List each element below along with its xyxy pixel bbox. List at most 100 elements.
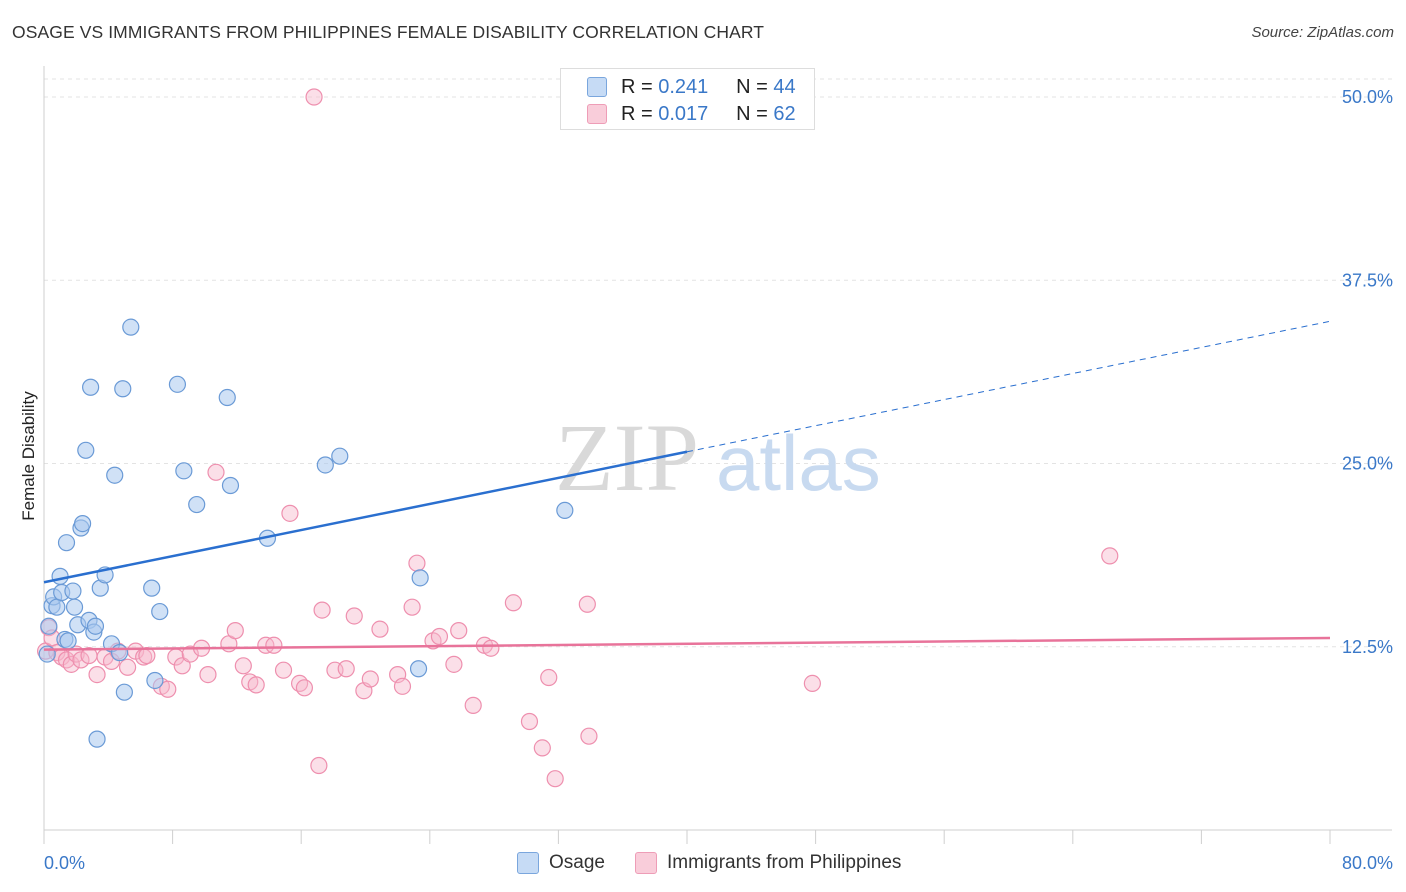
- data-point-philippines: [337, 660, 355, 678]
- data-point-philippines: [361, 670, 379, 688]
- data-point-osage: [115, 683, 133, 701]
- data-point-osage: [556, 501, 574, 520]
- data-point-osage: [77, 441, 95, 459]
- data-point-philippines: [72, 651, 90, 669]
- legend-row-osage: R = 0.241 N = 44: [587, 75, 796, 99]
- data-point-osage: [73, 515, 92, 533]
- data-point-philippines: [408, 554, 426, 572]
- data-point-philippines: [345, 607, 363, 625]
- legend-item-osage: Osage: [517, 852, 605, 874]
- chart-source: Source: ZipAtlas.com: [1251, 24, 1394, 41]
- data-point-osage: [146, 671, 164, 690]
- data-point-philippines: [482, 639, 500, 657]
- data-point-osage: [316, 456, 334, 474]
- data-point-philippines: [546, 770, 564, 788]
- data-point-philippines: [371, 620, 389, 638]
- data-point-philippines: [313, 601, 331, 619]
- data-point-philippines: [533, 739, 551, 757]
- legend-osage-label: Osage: [549, 852, 605, 873]
- chart-title: OSAGE VS IMMIGRANTS FROM PHILIPPINES FEM…: [12, 22, 765, 42]
- data-point-osage: [409, 660, 428, 678]
- philippines-swatch: [587, 104, 607, 124]
- data-point-osage: [51, 567, 69, 585]
- data-point-osage: [151, 602, 169, 621]
- data-point-philippines: [234, 657, 252, 675]
- y-tick-label: 50.0%: [1342, 87, 1393, 107]
- legend-r-label: R =: [621, 102, 653, 125]
- data-point-osage: [40, 617, 58, 635]
- watermark-atlas: atlas: [716, 419, 881, 507]
- legend-phil-n: 62: [773, 102, 796, 125]
- data-point-osage: [64, 582, 82, 600]
- trend-line-osage-extension: [686, 320, 1331, 453]
- data-point-osage: [168, 375, 187, 393]
- data-point-philippines: [199, 666, 217, 684]
- y-tick-label: 25.0%: [1342, 454, 1393, 474]
- data-point-osage: [218, 388, 236, 407]
- x-tick-label: 80.0%: [1342, 853, 1393, 873]
- data-point-philippines: [310, 756, 328, 775]
- data-point-osage: [114, 380, 132, 398]
- data-point-philippines: [247, 676, 265, 694]
- data-point-philippines: [803, 674, 821, 693]
- data-point-osage: [65, 598, 84, 616]
- data-point-philippines: [578, 595, 596, 613]
- data-point-philippines: [173, 657, 191, 675]
- data-point-philippines: [504, 594, 522, 612]
- data-point-philippines: [464, 696, 482, 714]
- watermark: ZIP atlas: [555, 404, 881, 511]
- legend-phil-r: 0.017: [658, 102, 709, 125]
- grid-lines: [44, 78, 1392, 648]
- data-point-philippines: [274, 661, 293, 679]
- data-point-philippines: [305, 88, 323, 106]
- data-point-osage: [86, 617, 105, 635]
- legend-osage-n: 44: [773, 75, 796, 98]
- data-point-philippines: [118, 658, 137, 676]
- data-point-philippines: [226, 622, 244, 640]
- data-point-philippines: [295, 679, 314, 697]
- data-point-philippines: [520, 712, 539, 731]
- data-point-osage: [411, 569, 429, 587]
- osage-swatch: [587, 77, 607, 97]
- trend-line-philippines: [43, 636, 1331, 651]
- data-point-philippines: [1101, 547, 1119, 565]
- philippines-swatch: [634, 852, 657, 874]
- trend-lines: [43, 320, 1331, 651]
- data-point-osage: [110, 644, 129, 662]
- watermark-zip: ZIP: [555, 404, 699, 511]
- data-point-philippines: [159, 680, 177, 698]
- series-legend: Osage Immigrants from Philippines: [517, 852, 931, 874]
- data-point-osage: [175, 462, 193, 480]
- data-point-osage: [59, 632, 77, 650]
- legend-n-label: N =: [736, 102, 768, 125]
- series-osage-points: [38, 318, 574, 748]
- legend-r-label: R =: [621, 75, 653, 98]
- data-point-osage: [88, 730, 106, 748]
- data-point-osage: [82, 378, 100, 396]
- data-point-philippines: [393, 677, 412, 695]
- axes: [43, 66, 1392, 844]
- data-point-philippines: [445, 655, 463, 673]
- y-tick-label: 37.5%: [1342, 270, 1393, 290]
- legend-row-philippines: R = 0.017 N = 62: [587, 102, 796, 126]
- data-point-philippines: [540, 668, 558, 687]
- legend-item-philippines: Immigrants from Philippines: [634, 852, 902, 874]
- data-point-osage: [188, 495, 206, 514]
- legend-philippines-label: Immigrants from Philippines: [666, 852, 902, 873]
- data-point-philippines: [62, 655, 80, 673]
- data-point-philippines: [403, 598, 421, 616]
- data-point-osage: [57, 534, 76, 552]
- data-point-osage: [122, 318, 140, 336]
- legend-osage-r: 0.241: [658, 75, 709, 98]
- data-point-philippines: [580, 727, 598, 745]
- data-point-osage: [143, 579, 161, 597]
- legend-n-label: N =: [736, 75, 768, 98]
- osage-swatch: [517, 852, 539, 874]
- data-point-philippines: [281, 504, 299, 522]
- data-point-philippines: [450, 622, 468, 640]
- y-axis-title: Female Disability: [19, 391, 38, 521]
- data-point-osage: [106, 466, 124, 484]
- y-tick-label: 12.5%: [1342, 637, 1393, 657]
- data-point-philippines: [88, 666, 106, 684]
